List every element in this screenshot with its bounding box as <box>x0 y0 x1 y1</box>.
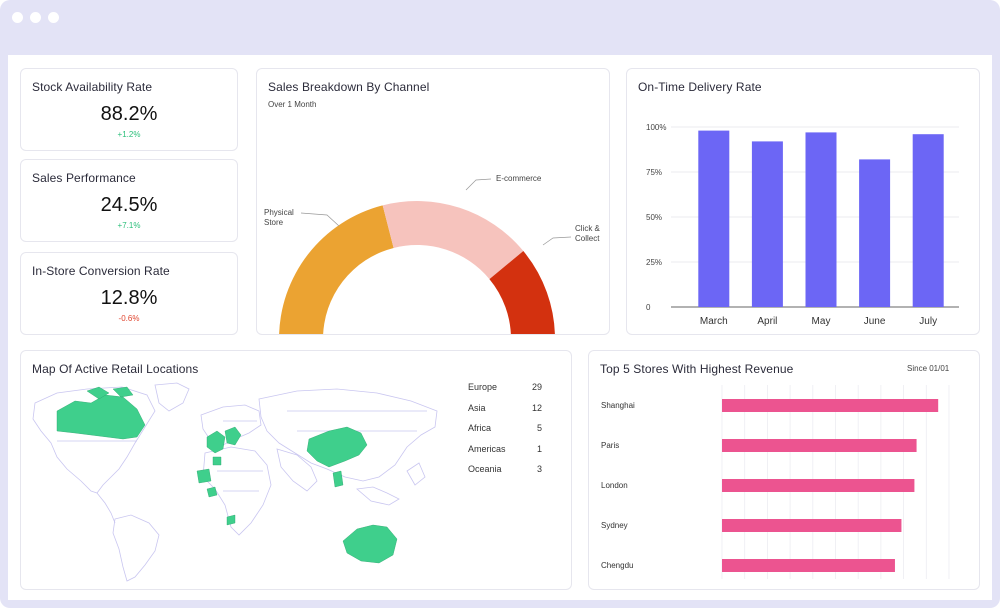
store-bar[interactable] <box>722 439 917 452</box>
kpi-title: Stock Availability Rate <box>32 80 153 94</box>
region-canada[interactable] <box>56 394 146 440</box>
window-dot-close[interactable] <box>12 12 23 23</box>
world-map <box>32 382 438 582</box>
stores-bar-chart: Shanghai Paris London Sydney Chengdu <box>601 385 950 579</box>
active-regions <box>56 386 398 564</box>
leader-line-physical <box>300 212 340 227</box>
sales-breakdown-subtitle: Over 1 Month <box>268 100 317 109</box>
map-card: Map Of Active Retail Locations <box>20 350 572 590</box>
leader-line-click <box>542 236 572 246</box>
delivery-title: On-Time Delivery Rate <box>638 80 762 94</box>
store-label: Sydney <box>601 521 628 530</box>
kpi-value: 24.5% <box>100 194 158 216</box>
kpi-delta: +7.1% <box>117 221 141 230</box>
store-bar[interactable] <box>722 559 895 572</box>
region-name: Asia <box>468 402 486 413</box>
delivery-bar[interactable] <box>912 134 944 307</box>
delivery-bar[interactable] <box>751 141 783 307</box>
top-stores-title: Top 5 Stores With Highest Revenue <box>600 362 794 376</box>
donut-label-click: Click & <box>575 224 601 233</box>
donut-chart: Physical Store E-commerce Click & Collec… <box>264 174 601 335</box>
kpi-delta: -0.6% <box>118 314 140 323</box>
region-count: 29 <box>531 382 542 392</box>
store-label: London <box>601 481 628 490</box>
donut-label-click-2: Collect <box>575 234 600 243</box>
region-count: 5 <box>536 423 542 434</box>
kpi-delta: +1.2% <box>117 130 141 139</box>
region-name: Europe <box>468 382 498 392</box>
kpi-card-conversion: In-Store Conversion Rate 12.8% -0.6% <box>20 252 238 335</box>
top-stores-since: Since 01/01 <box>907 364 950 373</box>
kpi-title: Sales Performance <box>32 171 136 185</box>
kpi-title: In-Store Conversion Rate <box>32 264 170 278</box>
y-tick-label: 75% <box>646 168 662 177</box>
region-count: 3 <box>536 464 542 475</box>
top-stores-card: Top 5 Stores With Highest Revenue Since … <box>588 350 980 590</box>
region-se-asia[interactable] <box>332 470 344 488</box>
x-tick-label: June <box>864 316 886 327</box>
region-count: 1 <box>536 443 542 454</box>
kpi-value: 88.2% <box>100 103 158 125</box>
store-label: Paris <box>601 441 619 450</box>
region-row[interactable]: Africa 5 <box>468 423 542 444</box>
donut-label-physical-2: Store <box>264 218 284 227</box>
kpi-value: 12.8% <box>100 287 158 309</box>
region-count: 12 <box>531 402 542 413</box>
region-canada-arctic[interactable] <box>112 386 134 398</box>
y-tick-label: 50% <box>646 213 662 222</box>
delivery-bar[interactable] <box>859 159 891 307</box>
map-title: Map Of Active Retail Locations <box>32 362 199 376</box>
region-west-africa[interactable] <box>206 486 218 498</box>
region-name: Oceania <box>468 464 502 475</box>
kpi-card-stock: Stock Availability Rate 88.2% +1.2% <box>20 68 238 151</box>
store-bar[interactable] <box>722 479 915 492</box>
region-australia[interactable] <box>342 524 398 564</box>
sales-breakdown-card: Sales Breakdown By Channel Over 1 Month … <box>256 68 610 335</box>
donut-slice-ecommerce[interactable] <box>382 201 524 280</box>
store-label: Chengdu <box>601 561 633 570</box>
x-tick-label: July <box>919 316 937 327</box>
region-row[interactable]: Asia 12 <box>468 403 542 424</box>
window-dot-maximize[interactable] <box>48 12 59 23</box>
x-tick-label: April <box>757 316 777 327</box>
region-row[interactable]: Americas 1 <box>468 444 542 465</box>
kpi-card-sales: Sales Performance 24.5% +7.1% <box>20 159 238 242</box>
store-bar[interactable] <box>722 519 902 532</box>
delivery-bar-chart: 0 25% 50% 75% 100% March April May June July <box>646 123 959 327</box>
leader-line-ecommerce <box>465 178 492 191</box>
region-row[interactable]: Europe 29 <box>468 382 542 403</box>
region-name: Africa <box>468 423 492 434</box>
region-china[interactable] <box>306 426 368 468</box>
delivery-card: On-Time Delivery Rate 0 25% 50% 75% 100% Marc… <box>626 68 980 335</box>
y-tick-label: 100% <box>646 123 666 132</box>
region-iberia[interactable] <box>212 456 222 466</box>
x-tick-label: May <box>812 316 831 327</box>
y-tick-label: 25% <box>646 258 662 267</box>
region-africa-south[interactable] <box>226 514 236 526</box>
region-western-europe[interactable] <box>206 430 226 454</box>
region-name: Americas <box>468 443 506 454</box>
x-tick-label: March <box>700 316 728 327</box>
region-central-europe[interactable] <box>224 426 242 446</box>
delivery-bar[interactable] <box>698 130 730 307</box>
store-bar[interactable] <box>722 399 939 412</box>
window-dot-minimize[interactable] <box>30 12 41 23</box>
store-label: Shanghai <box>601 401 635 410</box>
window-controls <box>12 12 59 23</box>
sales-breakdown-title: Sales Breakdown By Channel <box>268 80 430 94</box>
y-tick-label: 0 <box>646 303 651 312</box>
donut-slice-click[interactable] <box>489 251 555 335</box>
region-row[interactable]: Oceania 3 <box>468 464 542 485</box>
donut-slice-physical[interactable] <box>279 205 394 335</box>
delivery-bar[interactable] <box>805 132 837 307</box>
dashboard: Stock Availability Rate 88.2% +1.2% Sale… <box>8 55 992 600</box>
donut-label-physical: Physical <box>264 208 294 217</box>
region-canada-north[interactable] <box>86 386 110 400</box>
region-list: Europe 29 Asia 12 Africa 5 Americas 1 Oceani… <box>468 382 542 485</box>
donut-label-ecommerce: E-commerce <box>496 174 542 183</box>
region-morocco[interactable] <box>196 468 212 484</box>
